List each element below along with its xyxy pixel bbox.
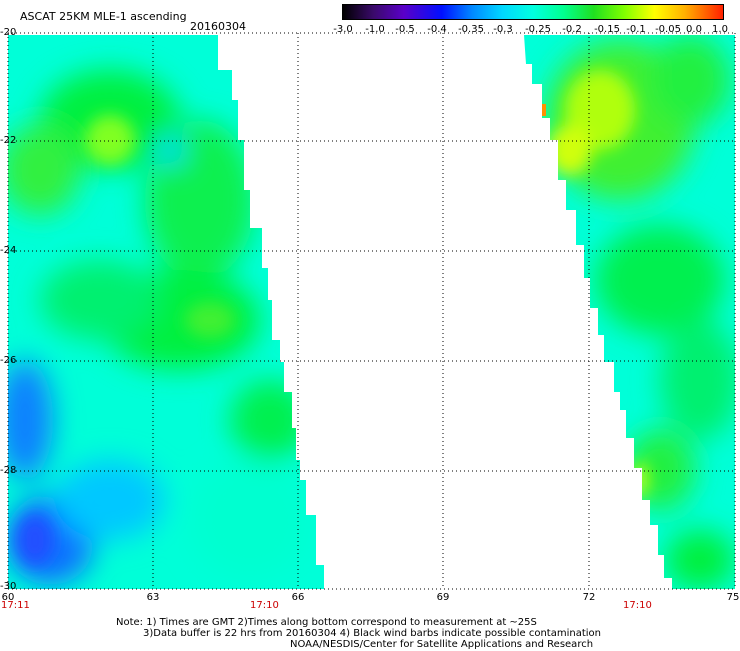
colorbar-label: -3.0 (333, 24, 353, 35)
lat-label: -30 (0, 581, 17, 592)
lon-label: 60 (1, 592, 15, 603)
footer-note-1: Note: 1) Times are GMT 2)Times along bot… (116, 617, 537, 628)
colorbar-label: -0.3 (493, 24, 513, 35)
colorbar-label: -0.2 (562, 24, 582, 35)
colorbar-label: -0.35 (458, 24, 484, 35)
colorbar (342, 4, 724, 20)
footer-note-2: 3)Data buffer is 22 hrs from 20160304 4)… (143, 628, 601, 639)
colorbar-label: -0.5 (395, 24, 415, 35)
colorbar-label: 0.0 (686, 24, 702, 35)
lat-label: -28 (0, 465, 17, 476)
lon-label: 63 (146, 592, 160, 603)
colorbar-label: -0.05 (655, 24, 681, 35)
colorbar-label: -0.15 (594, 24, 620, 35)
lat-lon-grid (7, 32, 736, 590)
lat-label: -22 (0, 135, 17, 146)
footer-credit: NOAA/NESDIS/Center for Satellite Applica… (290, 639, 594, 650)
colorbar-label: -0.1 (626, 24, 646, 35)
colorbar-label: -0.25 (525, 24, 551, 35)
lat-label: -26 (0, 355, 17, 366)
colorbar-label: 1.0 (712, 24, 728, 35)
lon-label: 75 (726, 592, 740, 603)
right-swath (524, 35, 735, 589)
lon-label: 69 (436, 592, 450, 603)
lon-label: 72 (582, 592, 596, 603)
map-title: ASCAT 25KM MLE-1 ascending (20, 10, 187, 23)
time-label-right: 17:10 (623, 600, 652, 611)
lat-label: -24 (0, 245, 17, 256)
colorbar-label: -1.0 (365, 24, 385, 35)
time-label-middle: 17:10 (250, 600, 279, 611)
time-label-left: 17:11 (1, 600, 30, 611)
map-date: 20160304 (190, 20, 246, 33)
lon-label: 66 (291, 592, 305, 603)
left-swath (8, 35, 324, 589)
colorbar-label: -0.4 (427, 24, 447, 35)
lat-label: -20 (0, 27, 17, 38)
